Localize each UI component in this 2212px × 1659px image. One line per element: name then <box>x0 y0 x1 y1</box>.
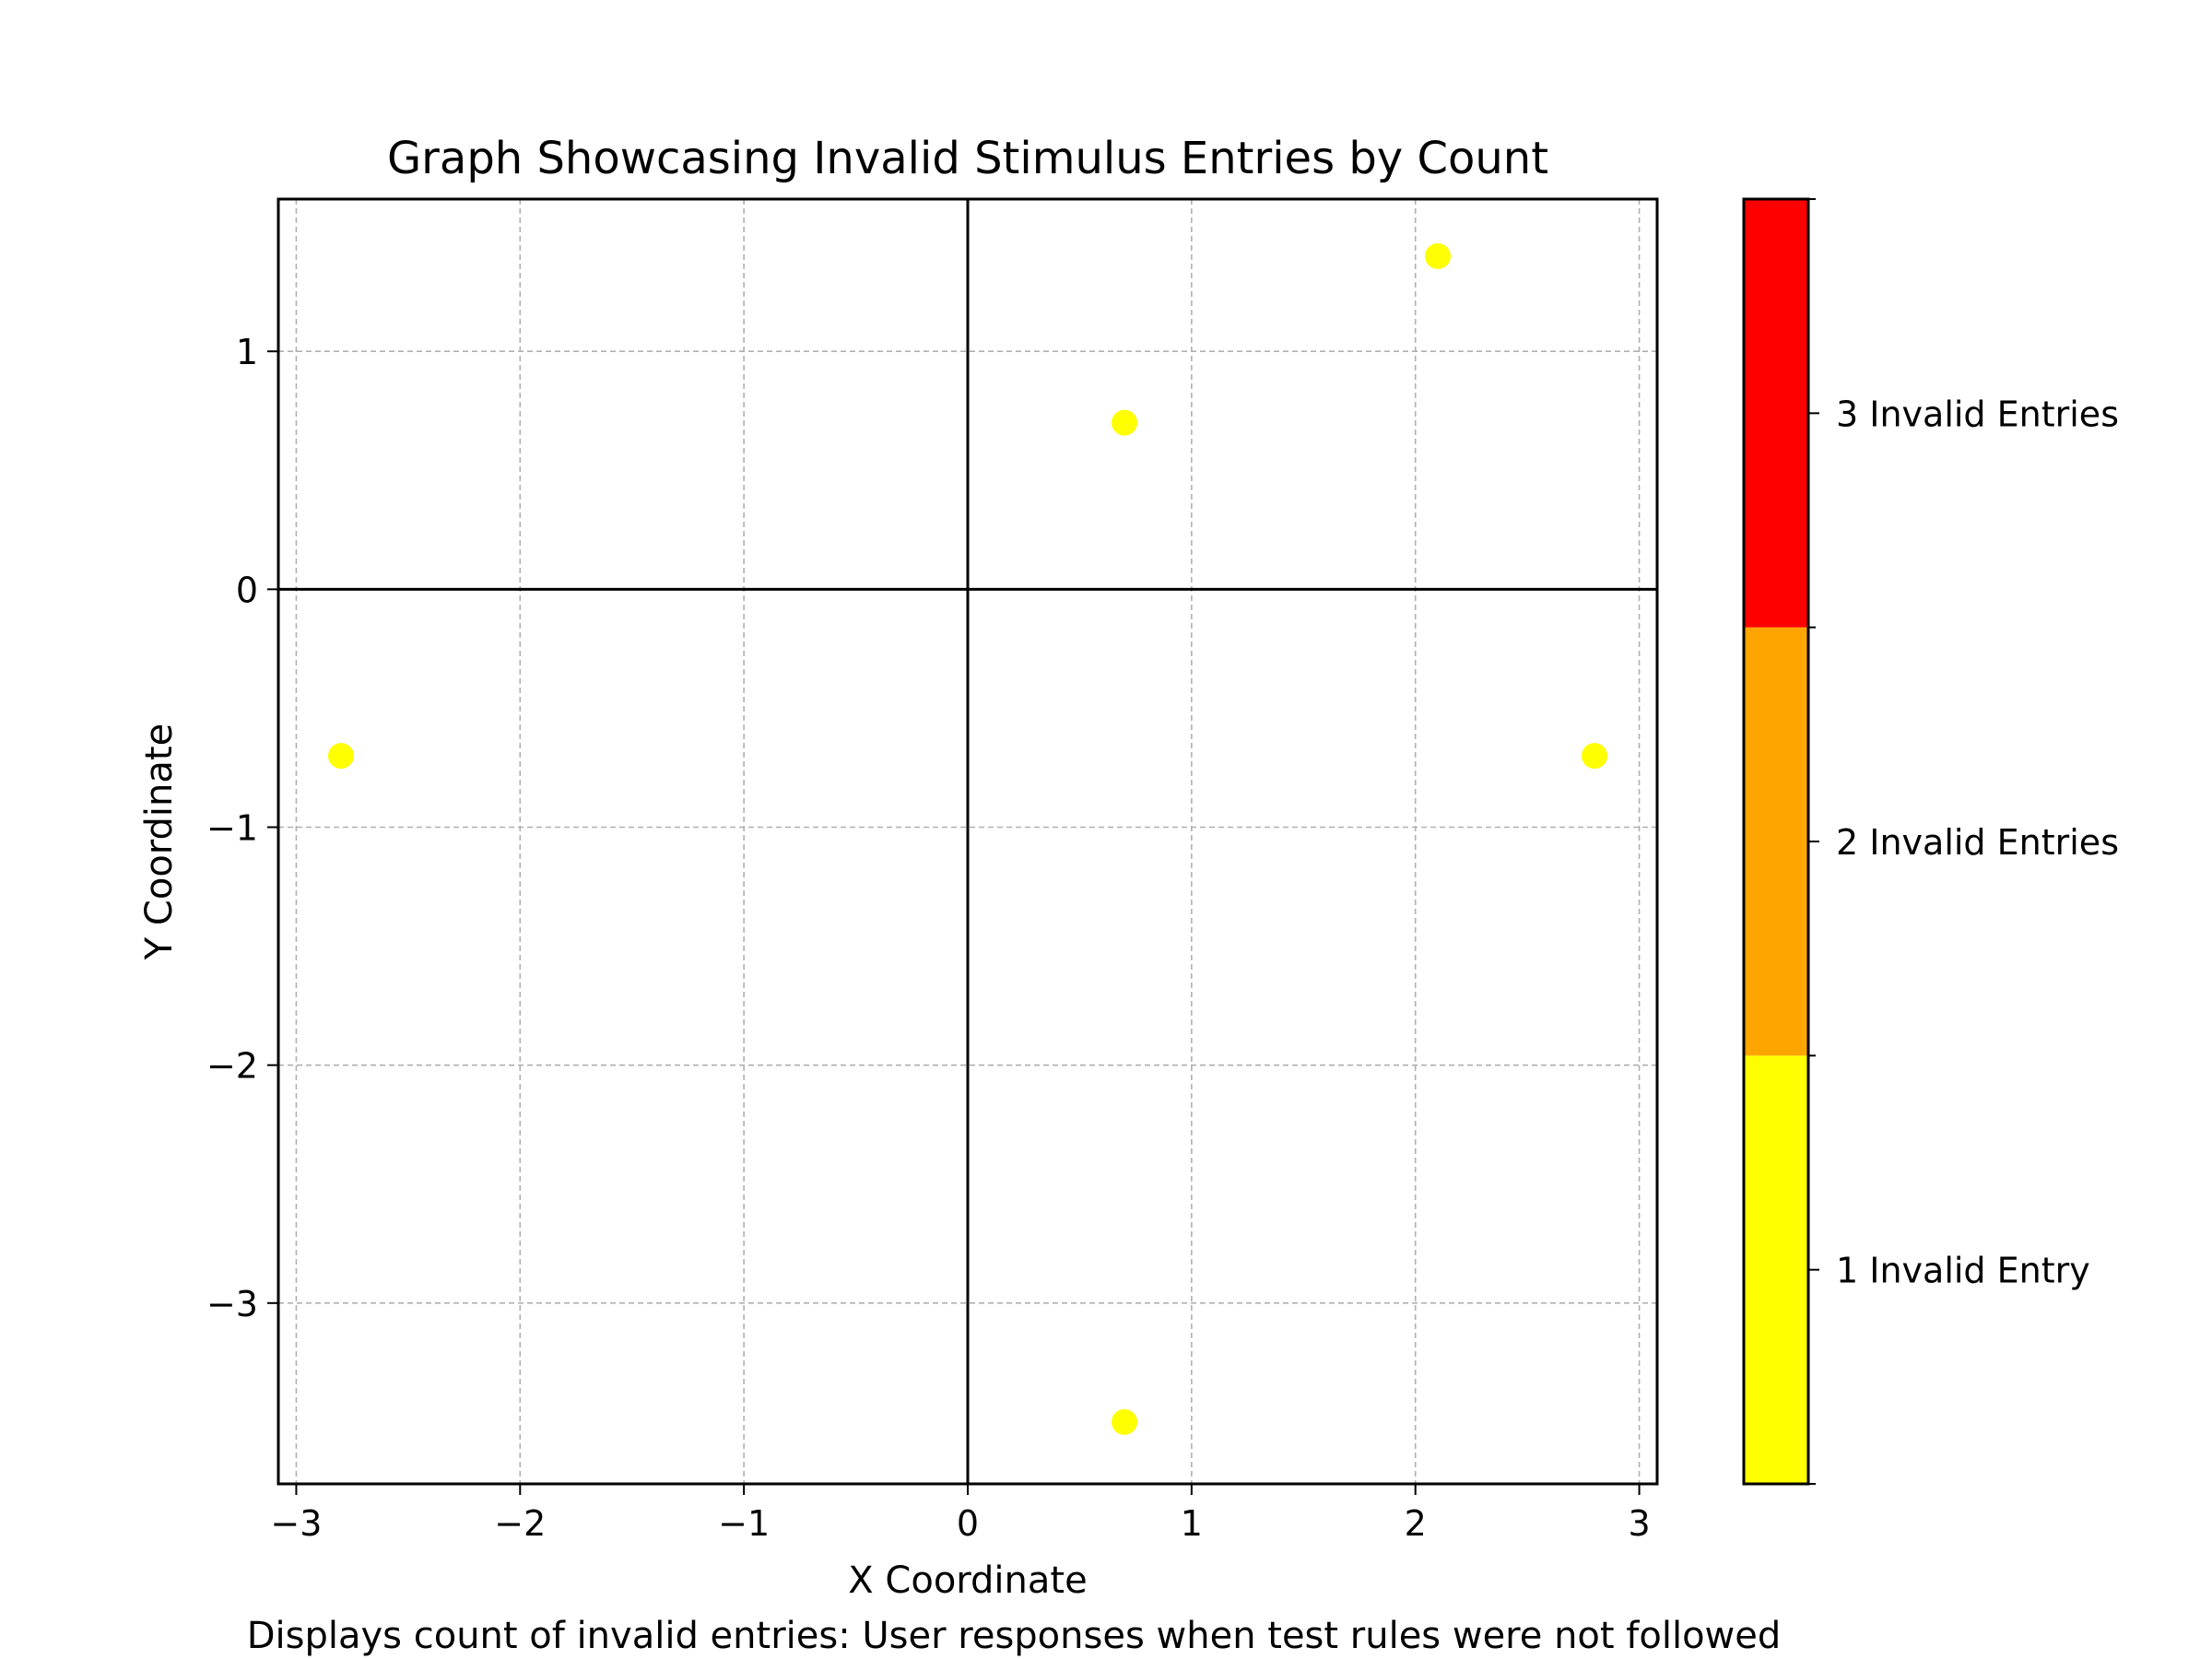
x-tick-label: 1 <box>1181 1503 1203 1544</box>
x-axis-label: X Coordinate <box>848 1559 1087 1602</box>
x-tick-label: −2 <box>494 1503 546 1544</box>
grid <box>278 199 1657 1484</box>
data-point <box>1112 409 1137 436</box>
zero-lines <box>278 199 1657 1484</box>
chart-caption: Displays count of invalid entries: User … <box>247 1615 1782 1657</box>
y-tick-label: −2 <box>206 1046 258 1087</box>
y-axis-ticks: −3 −2 −1 0 1 <box>206 332 278 1324</box>
y-tick-label: 0 <box>236 570 258 610</box>
colorbar-frame <box>1742 197 1810 1486</box>
chart-title: Graph Showcasing Invalid Stimulus Entrie… <box>387 133 1548 184</box>
y-axis-label: Y Coordinate <box>138 724 181 960</box>
y-tick-label: 1 <box>236 332 258 372</box>
data-point <box>1112 1408 1137 1435</box>
y-tick-label: −1 <box>206 808 258 849</box>
colorbar-label: 3 Invalid Entries <box>1836 394 2119 434</box>
data-points <box>328 242 1607 1435</box>
colorbar: 1 Invalid Entry 2 Invalid Entries 3 Invali… <box>1742 197 2119 1486</box>
x-axis-ticks: −3 −2 −1 0 1 2 3 <box>270 1484 1651 1544</box>
colorbar-segment <box>1744 199 1808 628</box>
data-point <box>328 743 354 770</box>
data-point <box>1425 242 1451 269</box>
data-point <box>1582 743 1607 770</box>
colorbar-label: 2 Invalid Entries <box>1836 822 2119 863</box>
colorbar-segment <box>1744 627 1808 1056</box>
y-tick-label: −3 <box>206 1284 258 1324</box>
x-tick-label: 2 <box>1405 1503 1427 1544</box>
x-tick-label: −3 <box>270 1503 322 1544</box>
colorbar-label: 1 Invalid Entry <box>1836 1251 2090 1291</box>
x-tick-label: −1 <box>718 1503 770 1544</box>
x-tick-label: 3 <box>1628 1503 1650 1544</box>
x-tick-label: 0 <box>957 1503 979 1544</box>
colorbar-segment <box>1744 1055 1808 1484</box>
